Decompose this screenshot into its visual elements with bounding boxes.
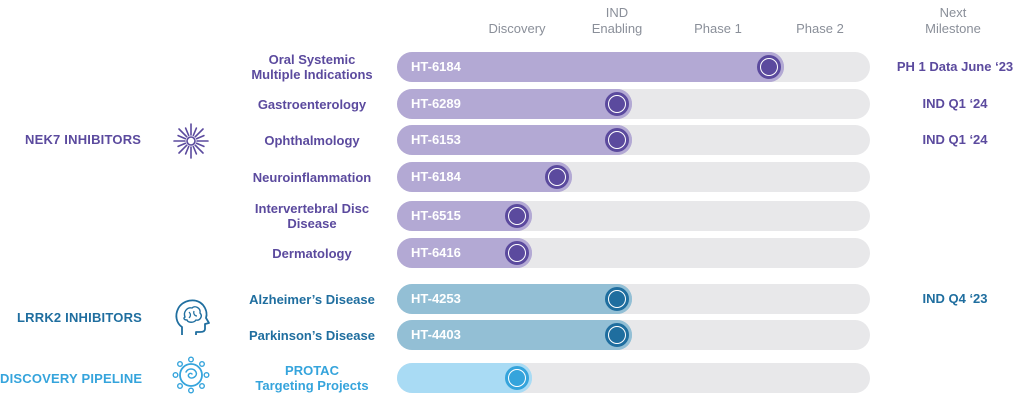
pipeline-track: HT-4403 <box>397 320 870 350</box>
program-code: HT-6184 <box>411 169 461 184</box>
stage-marker <box>602 125 632 155</box>
next-milestone: PH 1 Data June ‘23 <box>896 59 1014 74</box>
indication-label: Ophthalmology <box>264 132 360 148</box>
stage-header: IND Enabling <box>591 5 643 36</box>
next-milestone: IND Q4 ‘23 <box>922 291 988 306</box>
pipeline-track: HT-6515 <box>397 201 870 231</box>
progress-fill <box>397 125 632 155</box>
program-code: HT-6416 <box>411 245 461 260</box>
program-code: HT-6184 <box>411 59 461 74</box>
progress-fill <box>397 284 632 314</box>
pipeline-track: HT-6153 <box>397 125 870 155</box>
stage-marker <box>602 320 632 350</box>
stage-marker <box>754 52 784 82</box>
stage-header: Phase 1 <box>694 21 742 36</box>
indication-label: Intervertebral Disc Disease <box>254 201 370 231</box>
program-code: HT-4403 <box>411 327 461 342</box>
brain-head-icon <box>172 295 212 344</box>
stage-marker <box>542 162 572 192</box>
program-code: HT-6289 <box>411 96 461 111</box>
group-label: DISCOVERY PIPELINE <box>0 371 143 386</box>
progress-fill <box>397 320 632 350</box>
pipeline-track: HT-6184 <box>397 162 870 192</box>
stage-header: Discovery <box>488 21 546 36</box>
progress-fill <box>397 52 784 82</box>
stage-marker <box>502 238 532 268</box>
molecule-cluster-icon <box>172 356 210 399</box>
group-label: NEK7 INHIBITORS <box>25 132 142 147</box>
indication-label: Alzheimer’s Disease <box>249 291 375 307</box>
stage-marker <box>502 201 532 231</box>
stage-marker <box>602 284 632 314</box>
indication-label: Gastroenterology <box>257 96 367 112</box>
stage-marker <box>602 89 632 119</box>
next-milestone: IND Q1 ‘24 <box>922 96 988 111</box>
starburst-icon-graphic <box>173 123 209 159</box>
starburst-icon <box>172 122 210 165</box>
milestone-header: Next Milestone <box>925 5 981 36</box>
indication-label: PROTAC Targeting Projects <box>255 363 369 393</box>
next-milestone: IND Q1 ‘24 <box>922 132 988 147</box>
stage-marker <box>502 363 532 393</box>
brain-head-icon-graphic <box>175 299 210 335</box>
stage-header: Phase 2 <box>796 21 844 36</box>
program-code: HT-4253 <box>411 291 461 306</box>
group-label: LRRK2 INHIBITORS <box>17 310 143 325</box>
pipeline-track: HT-6289 <box>397 89 870 119</box>
pipeline-track: HT-6416 <box>397 238 870 268</box>
indication-label: Neuroinflammation <box>252 169 372 185</box>
molecule-cluster-icon-graphic <box>172 356 210 394</box>
program-code: HT-6515 <box>411 208 461 223</box>
pipeline-track <box>397 363 870 393</box>
program-code: HT-6153 <box>411 132 461 147</box>
progress-fill <box>397 89 632 119</box>
pipeline-track: HT-4253 <box>397 284 870 314</box>
indication-label: Parkinson’s Disease <box>249 327 375 343</box>
indication-label: Oral Systemic Multiple Indications <box>251 52 373 82</box>
indication-label: Dermatology <box>272 245 352 261</box>
pipeline-track: HT-6184 <box>397 52 870 82</box>
